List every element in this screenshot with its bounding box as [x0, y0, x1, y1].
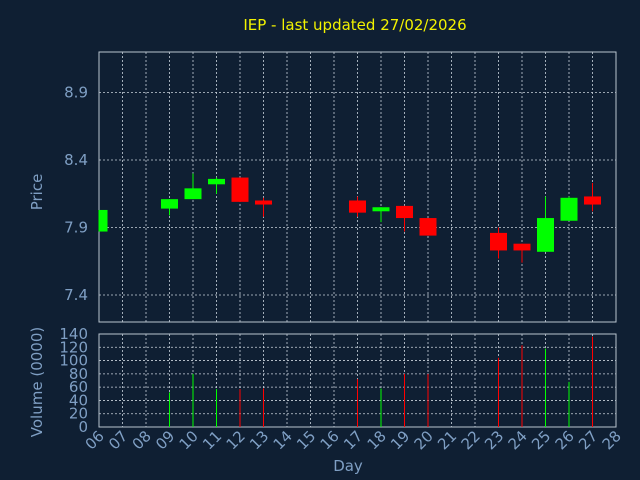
- x-tick-label: 12: [223, 427, 249, 453]
- x-tick-label: 18: [364, 427, 390, 453]
- candle-body: [584, 196, 601, 205]
- candle-body: [231, 177, 249, 202]
- candle-body: [537, 218, 554, 252]
- candle-body: [396, 205, 413, 219]
- x-tick-label: 07: [105, 427, 131, 453]
- price-axis-label: Price: [28, 174, 46, 211]
- volume-tick-label: 40: [69, 391, 88, 409]
- volume-tick-label: 120: [59, 338, 88, 356]
- volume-tick-label: 0: [78, 418, 88, 436]
- candle-body: [99, 209, 108, 232]
- x-tick-label: 23: [481, 427, 507, 453]
- x-tick-label: 27: [575, 427, 601, 453]
- x-tick-label: 25: [528, 427, 554, 453]
- x-tick-label: 15: [293, 427, 319, 453]
- candle-body: [560, 197, 578, 221]
- price-frame: [98, 51, 617, 323]
- volume-tick-label: 20: [69, 405, 88, 423]
- volume-tick-label: 140: [59, 325, 88, 343]
- x-tick-label: 17: [340, 427, 366, 453]
- x-axis-label: Day: [333, 457, 363, 475]
- volume-tick-label: 100: [59, 352, 88, 370]
- volume-tick-label: 80: [69, 365, 88, 383]
- x-tick-label: 21: [434, 427, 460, 453]
- candle-body: [184, 188, 202, 200]
- candle-body: [490, 232, 507, 251]
- candle-body: [349, 200, 366, 213]
- x-tick-label: 22: [458, 427, 484, 453]
- x-tick-label: 16: [317, 427, 343, 453]
- candle-body: [513, 243, 531, 251]
- x-tick-labels: 0607080910111213141516171819202122232425…: [82, 427, 625, 453]
- volume-tick-label: 60: [69, 378, 88, 396]
- x-tick-label: 10: [176, 427, 202, 453]
- price-tick-label: 7.9: [64, 219, 88, 237]
- candle-body: [372, 207, 390, 212]
- x-tick-label: 11: [199, 427, 225, 453]
- price-tick-label: 8.9: [64, 84, 88, 102]
- candle-body: [419, 218, 437, 236]
- candle-body: [208, 178, 225, 185]
- candle-body: [255, 200, 272, 205]
- price-panel: 7.4 7.9 8.4 8.9: [64, 51, 617, 323]
- x-tick-label: 14: [270, 427, 296, 453]
- x-tick-label: 20: [411, 427, 437, 453]
- price-tick-label: 7.4: [64, 286, 88, 304]
- volume-axis-label: Volume (0000): [28, 327, 46, 437]
- x-tick-label: 13: [246, 427, 272, 453]
- candle-body: [161, 199, 178, 209]
- x-tick-label: 19: [387, 427, 413, 453]
- x-tick-label: 24: [505, 427, 531, 453]
- x-tick-label: 26: [552, 427, 578, 453]
- price-tick-label: 8.4: [64, 151, 88, 169]
- x-tick-label: 09: [152, 427, 178, 453]
- x-tick-label: 28: [599, 427, 625, 453]
- x-tick-label: 08: [129, 427, 155, 453]
- chart-title: IEP - last updated 27/02/2026: [243, 16, 466, 34]
